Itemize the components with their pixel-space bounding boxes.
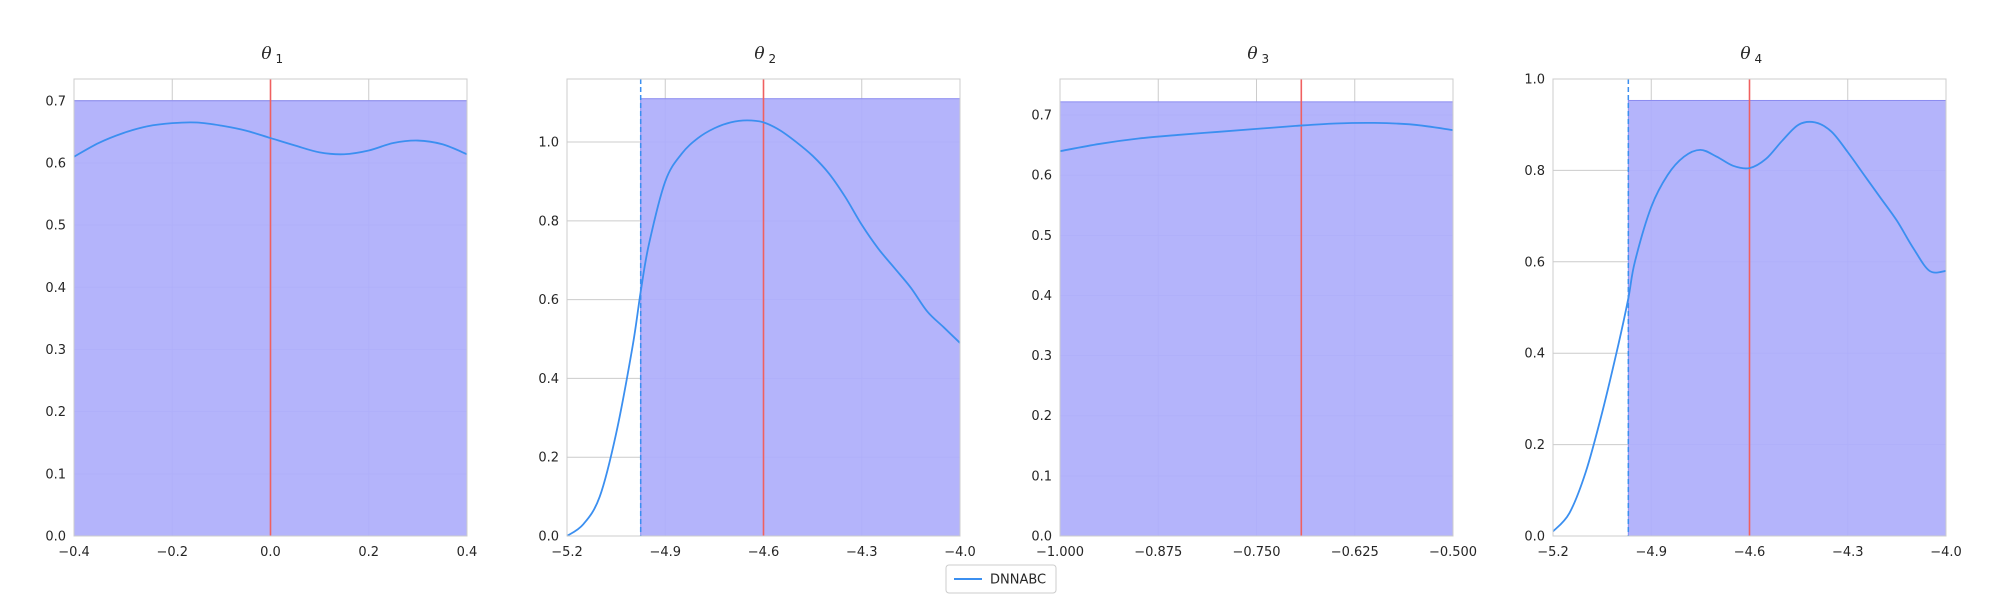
y-tick-label: 0.5 xyxy=(1031,229,1052,244)
y-tick-label: 0.1 xyxy=(45,467,66,482)
y-tick-label: 0.6 xyxy=(538,293,559,308)
x-tick-label: −5.2 xyxy=(1537,545,1569,560)
x-tick-label: 0.0 xyxy=(260,545,281,560)
y-tick-label: 0.2 xyxy=(1524,438,1545,453)
subplots: −0.4 −0.2 0.0 0.2 0.4 0.0 0.1 0.2 0.3 0.4 0.5 0.6 0.… xyxy=(45,44,1961,560)
x-tick-label: −4.6 xyxy=(748,545,780,560)
y-tick-label: 0.3 xyxy=(1031,349,1052,364)
x-tick-label: −4.3 xyxy=(1832,545,1864,560)
x-tick-label: −0.2 xyxy=(156,545,188,560)
axes-frame xyxy=(1059,78,1454,537)
y-tick-label: 0.2 xyxy=(538,451,559,466)
y-tick-label: 1.0 xyxy=(1524,73,1545,88)
x-tick-label: −4.0 xyxy=(1930,545,1962,560)
legend-frame xyxy=(945,564,1057,594)
subplot-1: −0.4 −0.2 0.0 0.2 0.4 0.0 0.1 0.2 0.3 0.4 0.5 0.6 0.… xyxy=(45,44,477,560)
prior-bar xyxy=(1059,101,1454,537)
subplot-title: θ xyxy=(261,44,271,64)
x-tick-label: −0.875 xyxy=(1134,545,1182,560)
x-tick-label: −4.3 xyxy=(846,545,878,560)
posterior-density-line xyxy=(566,119,961,537)
y-tick-label: 0.2 xyxy=(1031,409,1052,424)
subplot-title: θ xyxy=(1740,44,1750,64)
y-tick-label: 0.4 xyxy=(538,372,559,387)
x-tick-label: −0.625 xyxy=(1331,545,1379,560)
x-tick-label: −4.9 xyxy=(649,545,681,560)
y-tick-label: 0.4 xyxy=(1031,289,1052,304)
axes-frame xyxy=(1552,78,1947,537)
y-tick-label: 0.6 xyxy=(1031,169,1052,184)
x-tick-label: −4.6 xyxy=(1734,545,1766,560)
y-tick-label: 0.8 xyxy=(1524,164,1545,179)
x-tick-label: −4.0 xyxy=(944,545,976,560)
y-tick-label: 0.2 xyxy=(45,405,66,420)
y-tick-label: 0.5 xyxy=(45,219,66,234)
subplot-title-subscript: 2 xyxy=(769,52,777,66)
x-tick-label: 0.2 xyxy=(358,545,379,560)
subplot-title: θ xyxy=(754,44,764,64)
axes-frame xyxy=(73,78,468,537)
y-tick-label: 1.0 xyxy=(538,136,559,151)
y-tick-label: 0.8 xyxy=(538,214,559,229)
subplot-3: −1.000 −0.875 −0.750 −0.625 −0.500 0.0 0.1 0.2 0… xyxy=(1031,44,1477,560)
subplot-title: θ xyxy=(1247,44,1257,64)
x-tick-label: −1.000 xyxy=(1036,545,1084,560)
subplot-2: −5.2 −4.9 −4.6 −4.3 −4.0 0.0 0.2 0.4 0.6 0.8 1.0 θ 2 xyxy=(538,44,975,560)
y-tick-label: 0.7 xyxy=(1031,109,1052,124)
subplot-title-subscript: 3 xyxy=(1262,52,1270,66)
x-tick-label: −0.4 xyxy=(58,545,90,560)
y-tick-label: 0.4 xyxy=(45,281,66,296)
y-tick-label: 0.0 xyxy=(1031,530,1052,545)
x-tick-label: −0.500 xyxy=(1429,545,1477,560)
y-tick-label: 0.1 xyxy=(1031,469,1052,484)
prior-bar xyxy=(1627,99,1947,537)
y-tick-label: 0.4 xyxy=(1524,347,1545,362)
legend-label: DNNABC xyxy=(990,573,1046,588)
subplot-4: −5.2 −4.9 −4.6 −4.3 −4.0 0.0 0.2 0.4 0.6 0.8 1.0 θ 4 xyxy=(1524,44,1961,560)
posterior-density-line xyxy=(1059,121,1454,153)
subplot-title-subscript: 4 xyxy=(1755,52,1763,66)
subplot-title-subscript: 1 xyxy=(276,52,284,66)
y-tick-label: 0.0 xyxy=(1524,530,1545,545)
y-tick-label: 0.6 xyxy=(45,156,66,171)
x-tick-label: −5.2 xyxy=(551,545,583,560)
prior-bar xyxy=(640,98,961,537)
y-tick-label: 0.0 xyxy=(538,530,559,545)
legend: DNNABC xyxy=(945,564,1057,594)
axes-frame xyxy=(566,78,961,537)
x-tick-label: −4.9 xyxy=(1635,545,1667,560)
y-tick-label: 0.0 xyxy=(45,530,66,545)
y-tick-label: 0.3 xyxy=(45,343,66,358)
x-tick-label: −0.750 xyxy=(1232,545,1280,560)
posterior-density-line xyxy=(73,121,468,158)
y-tick-label: 0.7 xyxy=(45,94,66,109)
x-tick-label: 0.4 xyxy=(457,545,478,560)
posterior-density-line xyxy=(1552,120,1947,533)
y-tick-label: 0.6 xyxy=(1524,255,1545,270)
